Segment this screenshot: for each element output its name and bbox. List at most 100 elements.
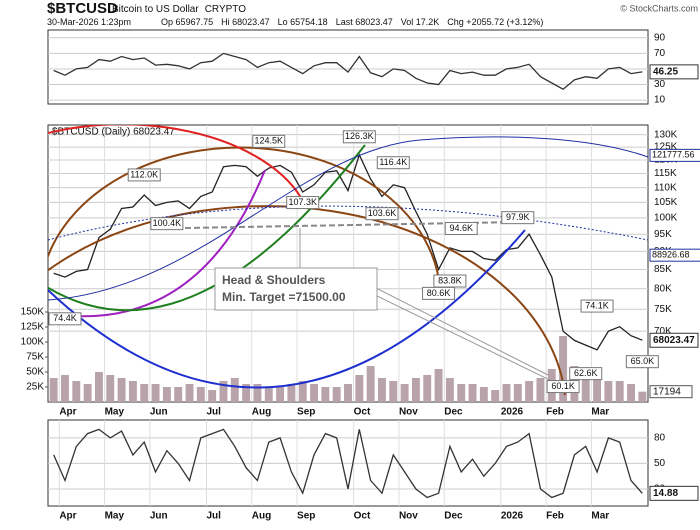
y-tick-label: 80 [654, 433, 666, 444]
arc [48, 146, 441, 291]
arc [48, 144, 366, 312]
annotation: 97.9K [506, 212, 530, 222]
quote: Vol 17.2K [401, 17, 440, 27]
volume-bar [264, 387, 273, 402]
volume-bar [128, 381, 137, 402]
annotation-box [342, 130, 376, 144]
volume-tick-label: 125K [21, 322, 45, 333]
x-tick-label: May [105, 407, 125, 418]
y-tick-label: 130K [654, 129, 678, 140]
annotation-box [501, 211, 535, 225]
x-tick-label: Nov [399, 407, 418, 418]
symbol: $BTCUSD [47, 0, 118, 17]
quote: Lo 65754.18 [278, 17, 328, 27]
x-tick-label: May [105, 511, 125, 522]
x-tick-label: Feb [546, 407, 564, 418]
annotation: 60.1K [551, 381, 575, 391]
y-tick-label: 95K [654, 229, 672, 240]
y-tick-label: 70K [654, 326, 672, 337]
x-tick-label: Jul [206, 407, 221, 418]
annotation-box [48, 312, 82, 326]
volume-bar [581, 375, 590, 402]
volume-bar [604, 381, 613, 402]
note: Head & Shoulders [222, 273, 326, 287]
volume-bar [491, 390, 500, 402]
name: Bitcoin to US Dollar [112, 4, 199, 15]
volume-bar [276, 387, 285, 402]
volume-bar [332, 387, 341, 402]
x-tick-label: Jun [150, 511, 168, 522]
annotation: 83.8K [438, 275, 462, 285]
volume-bar [366, 366, 375, 402]
annotation-box [580, 299, 614, 313]
ma-line [48, 205, 648, 241]
y-tick-label: 50 [654, 458, 666, 469]
x-tick-label: 2026 [501, 511, 524, 522]
volume-bar [389, 381, 398, 402]
x-tick-label: Apr [59, 407, 76, 418]
volume-bar [457, 384, 466, 402]
last-value: 14.88 [653, 488, 678, 499]
volume-bar [61, 375, 69, 402]
x-tick-label: Apr [59, 511, 76, 522]
last-tag [649, 64, 699, 80]
volume-bar [559, 336, 568, 402]
volume-bar [140, 384, 149, 402]
y-tick-label: 70 [654, 48, 666, 59]
annotation-box [376, 156, 410, 170]
x-tick-label: Mar [591, 407, 609, 418]
annotation: 74.4K [53, 313, 77, 323]
volume-bar [219, 381, 228, 402]
annotation: 94.6K [449, 223, 473, 233]
annotation-box [433, 274, 467, 288]
volume-bar [378, 378, 386, 402]
volume-bar [208, 390, 217, 402]
volume-bar [94, 372, 103, 402]
quote: Op 65967.75 [161, 17, 213, 27]
last-tag [649, 485, 699, 501]
x-tick-label: Dec [444, 407, 463, 418]
volume-bar [49, 378, 58, 402]
y-tick-label: 10 [654, 95, 666, 106]
quote: Last 68023.47 [336, 17, 393, 27]
arc [48, 205, 566, 396]
volume-bar [83, 384, 92, 402]
overlay-value: 121777.56 [652, 150, 695, 160]
band-line [48, 136, 648, 301]
quote-line: 30-Mar-2026 1:23pm Op 65967.75 Hi 68023.47… [47, 17, 543, 27]
volume-bar [400, 384, 409, 402]
volume-bar [185, 384, 194, 402]
annotation-box [444, 222, 478, 236]
volume-tick-label: 50K [26, 367, 44, 378]
price-line [53, 52, 643, 90]
symbol-name: Bitcoin to US Dollar CRYPTO [112, 4, 246, 15]
volume-bar [106, 375, 115, 402]
volume-tick-label: 150K [21, 307, 45, 318]
exchange: CRYPTO [205, 4, 247, 15]
last-value: 68023.47 [653, 335, 695, 346]
annotation: 100.4K [153, 218, 182, 228]
last-volume: 17194 [653, 386, 681, 397]
x-tick-label: Feb [546, 511, 564, 522]
y-tick-label: 125K [654, 142, 678, 153]
volume-bar [513, 384, 522, 402]
volume-bar [72, 381, 81, 402]
y-tick-label: 75K [654, 304, 672, 315]
y-tick-label: 90 [654, 32, 666, 43]
volume-bar [638, 391, 647, 402]
volume-bar [468, 384, 477, 402]
x-tick-label: Oct [354, 407, 371, 418]
volume-bar [502, 384, 511, 402]
legend: $BTCUSD (Daily) 68023.47 [52, 127, 175, 138]
volume-tick-label: 75K [26, 352, 44, 363]
volume-bar [196, 387, 205, 402]
volume-bar [434, 369, 443, 402]
annotation: 124.5K [254, 136, 283, 146]
annotation: 116.4K [379, 157, 407, 167]
x-tick-label: Aug [252, 407, 271, 418]
volume-bar [445, 378, 454, 402]
y-tick-label: 115K [654, 168, 677, 179]
x-tick-label: Dec [444, 511, 463, 522]
volume-bar [253, 384, 262, 402]
